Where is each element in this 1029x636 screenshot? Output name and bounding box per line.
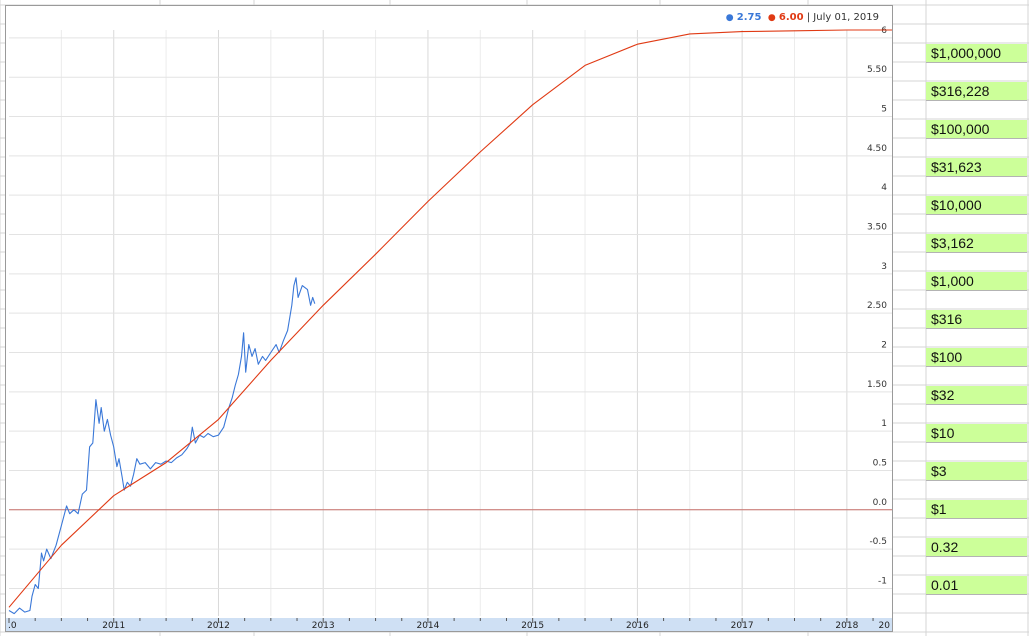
x-tick-label: 2018 xyxy=(835,621,858,631)
legend-red-value: 6.00 xyxy=(778,12,804,23)
y-tick-label: 0.5 xyxy=(873,458,887,468)
x-tick-label: 2013 xyxy=(312,621,335,631)
legend-blue-value: 2.75 xyxy=(736,12,762,23)
x-tick-label: 2017 xyxy=(731,621,754,631)
chart-legend: ● 2.75 ● 6.00 | July 01, 2019 xyxy=(722,11,882,24)
chart-panel: 6 5.50 5 4.50 4 3.50 3 2.50 2 1.50 1 0.5 0.0 -0.5 -1 20… xyxy=(5,5,893,632)
legend-date: | July 01, 2019 xyxy=(806,12,879,23)
red-series-dot: ● xyxy=(767,13,776,23)
price-label-column: $1,000,000 $316,228 $100,000 $31,623 $10,000… xyxy=(926,0,1029,636)
y-tick-label: 4.50 xyxy=(867,144,887,154)
line-chart: 6 5.50 5 4.50 4 3.50 3 2.50 2 1.50 1 0.5 0.0 -0.5 -1 20… xyxy=(6,26,892,631)
price-label-cell[interactable]: $31,623 xyxy=(926,158,1027,177)
price-label-cell[interactable]: $1 xyxy=(926,500,1027,519)
blue-series-line xyxy=(8,277,316,615)
price-label-cell[interactable]: 0.01 xyxy=(926,576,1027,595)
x-tick-label: 2014 xyxy=(416,621,439,631)
x-tick-label: 2012 xyxy=(207,621,230,631)
price-label-cell[interactable]: 0.32 xyxy=(926,538,1027,557)
price-label-cell[interactable]: $100,000 xyxy=(926,120,1027,139)
y-tick-label: 2 xyxy=(881,340,887,350)
x-tick-label: 2011 xyxy=(102,621,125,631)
x-tick-label: 2015 xyxy=(521,621,544,631)
y-tick-label: 1 xyxy=(881,419,887,429)
y-tick-label: 3 xyxy=(881,262,887,272)
price-label-cell[interactable]: $32 xyxy=(926,386,1027,405)
price-label-cell[interactable]: $3,162 xyxy=(926,234,1027,253)
price-label-cell[interactable]: $316 xyxy=(926,310,1027,329)
x-tick-label: 2016 xyxy=(626,621,649,631)
price-label-cell[interactable]: $10 xyxy=(926,424,1027,443)
y-tick-label: -0.5 xyxy=(869,537,887,547)
x-edge-label-right: 20 xyxy=(879,621,891,631)
y-tick-label: 5.50 xyxy=(867,65,887,75)
price-label-cell[interactable]: $1,000,000 xyxy=(926,44,1027,63)
price-label-cell[interactable]: $10,000 xyxy=(926,196,1027,215)
y-tick-label: 6 xyxy=(881,26,887,36)
blue-series-dot: ● xyxy=(725,13,734,23)
y-tick-label: 1.50 xyxy=(867,380,887,390)
price-label-cell[interactable]: $1,000 xyxy=(926,272,1027,291)
y-tick-label: 3.50 xyxy=(867,223,887,233)
y-tick-label: -1 xyxy=(878,576,887,586)
x-edge-label-left: .0 xyxy=(8,621,17,631)
y-tick-label: 2.50 xyxy=(867,301,887,311)
x-axis-band xyxy=(6,618,892,631)
red-series-line xyxy=(8,29,892,608)
price-label-cell[interactable]: $3 xyxy=(926,462,1027,481)
y-tick-label: 4 xyxy=(881,183,887,193)
y-tick-label: 0.0 xyxy=(873,498,888,508)
price-label-cell[interactable]: $316,228 xyxy=(926,82,1027,101)
price-label-cell[interactable]: $100 xyxy=(926,348,1027,367)
y-tick-label: 5 xyxy=(881,105,887,115)
